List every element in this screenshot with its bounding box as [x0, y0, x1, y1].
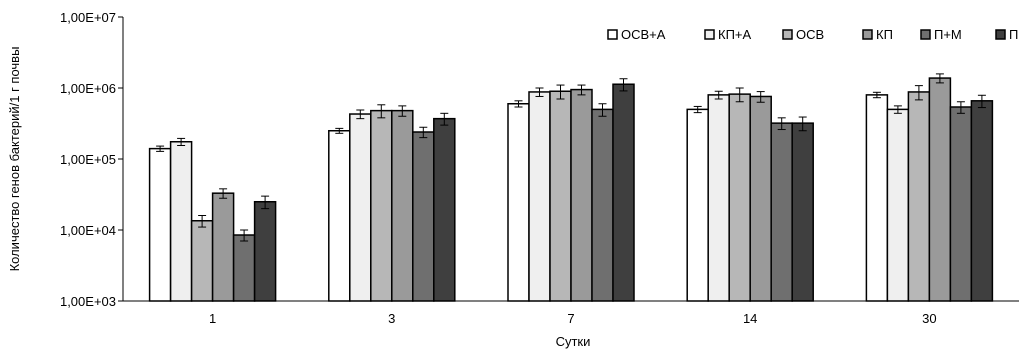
bar: [253, 200, 277, 302]
bar: [749, 95, 772, 302]
x-tick-label: 3: [388, 311, 395, 326]
error-bars-group: [156, 73, 986, 242]
x-tick-label: 7: [567, 311, 574, 326]
bar: [865, 94, 889, 302]
legend-label: П: [1009, 27, 1018, 42]
y-tick-label: 1,00E+03: [60, 294, 116, 309]
y-axis: 1,00E+03 1,00E+04 1,00E+05 1,00E+06 1,00E+07: [60, 10, 124, 309]
legend-swatch: [920, 29, 931, 40]
bar: [886, 108, 910, 302]
bar: [928, 77, 952, 302]
bar: [169, 140, 193, 302]
bar: [190, 219, 214, 302]
bar: [770, 122, 793, 302]
x-tick-label: 14: [743, 311, 757, 326]
x-tick-label: 30: [922, 311, 936, 326]
bars-group: [148, 77, 994, 302]
y-tick-label: 1,00E+04: [60, 223, 116, 238]
legend: ОСВ+А КП+А ОСВ КП П+М П: [607, 27, 1018, 42]
bar: [370, 109, 393, 302]
y-axis-title: Количество генов бактерий/1 г почвы: [7, 47, 22, 272]
bar: [528, 91, 551, 302]
legend-swatch: [607, 29, 618, 40]
x-axis-title: Сутки: [556, 334, 591, 349]
bar: [148, 147, 172, 302]
legend-label: КП: [876, 27, 893, 42]
bar: [907, 91, 931, 302]
y-tick-label: 1,00E+06: [60, 81, 116, 96]
bar: [612, 83, 635, 302]
bar: [591, 108, 614, 302]
y-tick-label: 1,00E+07: [60, 10, 116, 25]
legend-swatch: [995, 29, 1006, 40]
legend-swatch: [704, 29, 715, 40]
x-axis: 1 3 7 14 30: [123, 300, 1019, 326]
bar: [507, 103, 530, 302]
bar: [791, 122, 814, 302]
legend-label: КП+А: [718, 27, 752, 42]
bar: [433, 117, 456, 302]
bar: [570, 88, 593, 302]
bar: [391, 109, 414, 302]
legend-swatch: [782, 29, 793, 40]
bar: [970, 100, 994, 302]
bar: [328, 129, 351, 302]
bar: [349, 113, 372, 302]
legend-label: ОСВ: [796, 27, 824, 42]
legend-label: ОСВ+А: [621, 27, 666, 42]
y-tick-label: 1,00E+05: [60, 152, 116, 167]
legend-label: П+М: [934, 27, 962, 42]
bar: [707, 94, 730, 302]
bar: [412, 131, 435, 302]
x-tick-label: 1: [209, 311, 216, 326]
bar: [211, 192, 235, 302]
bar: [728, 93, 751, 302]
bar: [549, 90, 572, 302]
bar: [232, 234, 256, 302]
bar: [949, 106, 973, 302]
legend-swatch: [862, 29, 873, 40]
bar: [686, 108, 709, 302]
